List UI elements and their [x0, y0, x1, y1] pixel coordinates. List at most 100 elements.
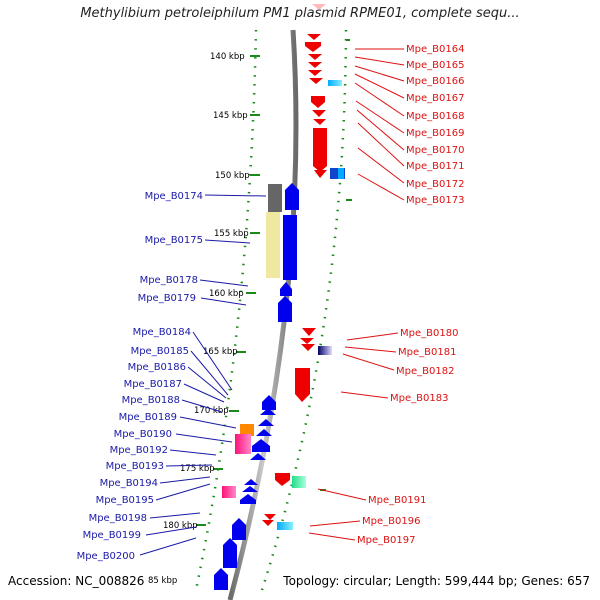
gene-label-left[interactable]: Mpe_B0194	[100, 478, 158, 489]
gene-arrow	[301, 344, 315, 351]
gene-box	[292, 476, 306, 488]
gene-arrow	[300, 338, 314, 344]
reverse-strand-genes	[262, 4, 327, 526]
gene-arrow	[214, 568, 228, 590]
gene-label-left[interactable]: Mpe_B0175	[145, 235, 203, 246]
gene-box	[222, 486, 236, 498]
gene-arrow	[278, 296, 292, 322]
gene-label-left[interactable]: Mpe_B0184	[133, 327, 191, 338]
scale-label: 140 kbp	[210, 52, 245, 62]
scale-label: 160 kbp	[209, 289, 244, 299]
outer-dotted-ring	[260, 29, 348, 591]
gene-box	[328, 80, 342, 86]
gene-label-left[interactable]: Mpe_B0179	[138, 293, 196, 304]
gene-arrow	[232, 518, 246, 540]
accession-label: Accession: NC_008826	[8, 574, 145, 588]
gene-arrow	[223, 538, 237, 568]
gene-arrow	[307, 34, 321, 40]
scale-label: 150 kbp	[215, 171, 250, 181]
gene-arrow	[262, 395, 276, 410]
gene-arrow	[285, 183, 299, 210]
gene-label-right[interactable]: Mpe_B0169	[406, 128, 464, 139]
map-title: Methylibium petroleiphilum PM1 plasmid R…	[80, 6, 520, 21]
gene-arrow	[312, 4, 326, 10]
topology-label: Topology: circular; Length: 599,444 bp; …	[283, 574, 590, 588]
gene-arrow	[260, 408, 276, 415]
gene-arrow	[314, 170, 327, 178]
gene-arrow	[264, 514, 276, 520]
gene-label-right[interactable]: Mpe_B0164	[406, 44, 464, 55]
gene-arrow	[242, 486, 258, 492]
gene-arrow	[308, 54, 322, 60]
gene-label-right[interactable]: Mpe_B0172	[406, 179, 464, 190]
gene-arrow	[250, 453, 266, 460]
scale-label: 165 kbp	[203, 347, 238, 357]
gene-arrow	[275, 473, 290, 486]
gene-arrow	[309, 78, 323, 84]
gene-label-left[interactable]: Mpe_B0195	[96, 495, 154, 506]
gene-label-right[interactable]: Mpe_B0170	[406, 145, 464, 156]
gene-arrow	[313, 128, 327, 172]
gene-label-left[interactable]: Mpe_B0174	[145, 191, 203, 202]
gene-arrow	[283, 215, 297, 280]
scale-label: 180 kbp	[163, 521, 198, 531]
gene-label-left[interactable]: Mpe_B0190	[114, 429, 172, 440]
gene-arrow	[244, 479, 258, 485]
scale-label: 170 kbp	[194, 406, 229, 416]
gene-label-right[interactable]: Mpe_B0165	[406, 60, 464, 71]
gene-arrow	[295, 368, 310, 402]
gene-label-right[interactable]: Mpe_B0171	[406, 161, 464, 172]
left-leader-lines	[139, 194, 267, 556]
gene-box	[338, 168, 344, 179]
scale-label: 145 kbp	[213, 111, 248, 121]
gene-label-right[interactable]: Mpe_B0166	[406, 76, 464, 87]
gene-label-left[interactable]: Mpe_B0192	[110, 445, 168, 456]
gene-arrow	[240, 494, 256, 504]
gene-box	[235, 434, 251, 454]
gene-arrow	[256, 429, 272, 436]
gene-box	[268, 184, 282, 212]
gene-label-left[interactable]: Mpe_B0199	[83, 530, 141, 541]
gene-box	[330, 168, 345, 179]
gene-label-right[interactable]: Mpe_B0180	[400, 328, 458, 339]
gene-arrow	[280, 282, 292, 296]
gene-label-right[interactable]: Mpe_B0183	[390, 393, 448, 404]
scale-label: 85 kbp	[148, 576, 177, 586]
gene-arrow	[308, 62, 322, 68]
gene-label-left[interactable]: Mpe_B0187	[124, 379, 182, 390]
gene-label-left[interactable]: Mpe_B0200	[77, 551, 135, 562]
gene-label-left[interactable]: Mpe_B0198	[89, 513, 147, 524]
gene-arrow	[258, 419, 274, 426]
gene-arrow	[311, 96, 325, 108]
gene-box	[318, 346, 332, 355]
gene-label-right[interactable]: Mpe_B0168	[406, 111, 464, 122]
gene-box	[266, 212, 280, 278]
gene-label-right[interactable]: Mpe_B0191	[368, 495, 426, 506]
gene-label-right[interactable]: Mpe_B0182	[396, 366, 454, 377]
gene-label-left[interactable]: Mpe_B0178	[140, 275, 198, 286]
scale-label: 155 kbp	[214, 229, 249, 239]
gene-label-left[interactable]: Mpe_B0186	[128, 362, 186, 373]
gene-label-left[interactable]: Mpe_B0193	[106, 461, 164, 472]
gene-label-right[interactable]: Mpe_B0167	[406, 93, 464, 104]
gene-arrow	[305, 42, 321, 52]
gene-arrow	[262, 520, 274, 526]
gene-label-left[interactable]: Mpe_B0189	[119, 412, 177, 423]
gene-arrow	[312, 110, 326, 117]
right-leader-lines	[308, 48, 405, 541]
scale-label: 175 kbp	[180, 464, 215, 474]
gene-label-left[interactable]: Mpe_B0188	[122, 395, 180, 406]
gene-label-right[interactable]: Mpe_B0181	[398, 347, 456, 358]
gene-label-right[interactable]: Mpe_B0197	[357, 535, 415, 546]
gene-arrow	[313, 119, 326, 125]
gene-label-right[interactable]: Mpe_B0173	[406, 195, 464, 206]
gene-arrow	[302, 328, 316, 336]
gene-box	[240, 424, 254, 436]
gene-box	[277, 522, 293, 530]
gene-label-left[interactable]: Mpe_B0185	[131, 346, 189, 357]
forward-strand-genes	[214, 183, 299, 590]
gene-label-right[interactable]: Mpe_B0196	[362, 516, 420, 527]
gene-arrow	[252, 439, 270, 452]
gene-arrow	[308, 70, 322, 76]
